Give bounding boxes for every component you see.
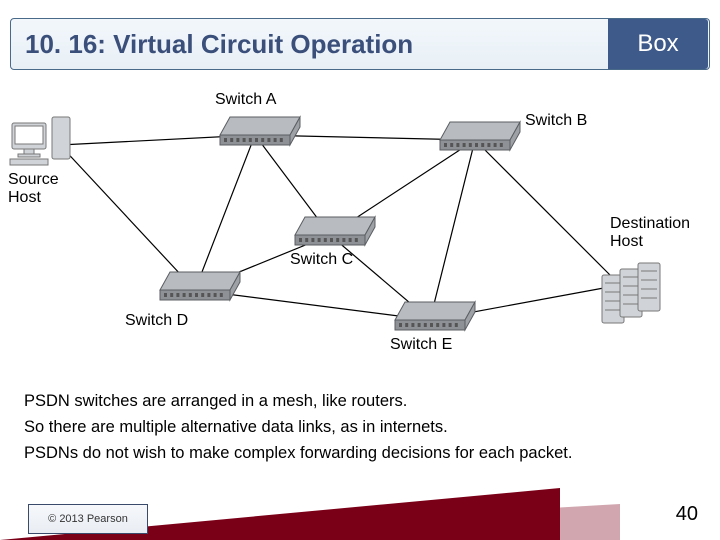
captions: PSDN switches are arranged in a mesh, li… <box>24 390 696 468</box>
node-label-D: Switch D <box>125 312 188 330</box>
node-label-dest: Destination Host <box>610 215 690 251</box>
page-title: 10. 16: Virtual Circuit Operation <box>25 29 413 60</box>
node-label-source: Source Host <box>8 171 59 207</box>
node-label-B: Switch B <box>525 112 587 130</box>
title-bar: 10. 16: Virtual Circuit Operation Box <box>10 18 710 70</box>
node-label-E: Switch E <box>390 336 452 354</box>
node-label-A: Switch A <box>215 91 276 109</box>
caption-line: PSDN switches are arranged in a mesh, li… <box>24 390 696 414</box>
box-badge: Box <box>608 19 708 69</box>
node-label-C: Switch C <box>290 251 353 269</box>
caption-line: PSDNs do not wish to make complex forwar… <box>24 442 696 466</box>
page-number: 40 <box>676 503 698 526</box>
copyright-box: © 2013 Pearson <box>28 504 148 534</box>
caption-line: So there are multiple alternative data l… <box>24 416 696 440</box>
